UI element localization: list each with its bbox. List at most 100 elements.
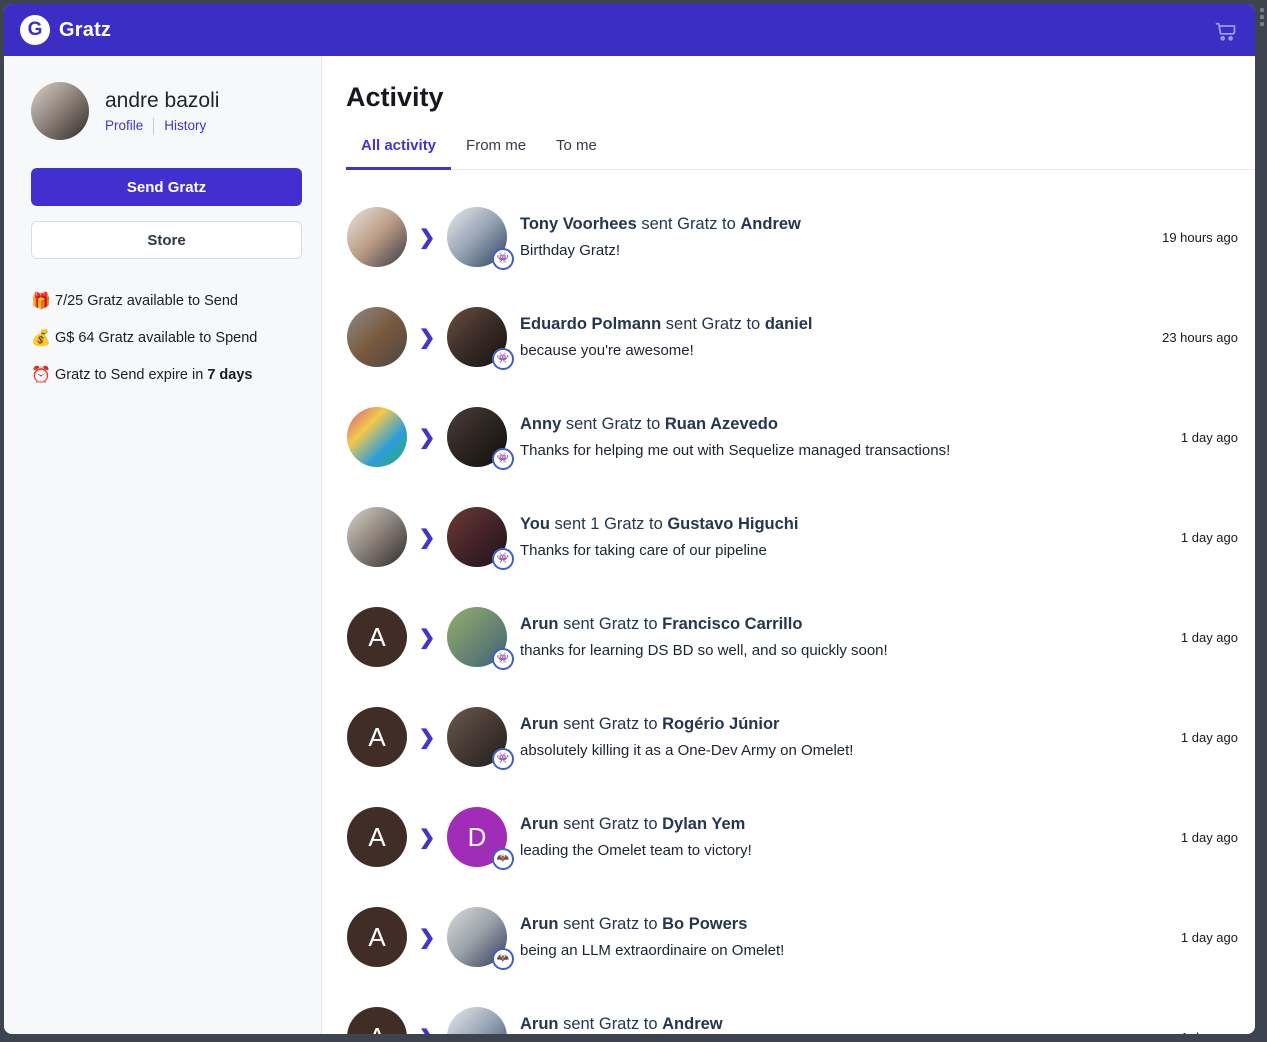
recipient-avatar — [447, 1007, 507, 1034]
sender-name: Arun — [520, 715, 559, 733]
recipient-name: Rogério Júnior — [662, 715, 780, 733]
gratz-badge-icon: 👾 — [492, 348, 514, 370]
recipient-name: Andrew — [740, 215, 801, 233]
store-button[interactable]: Store — [31, 221, 302, 259]
send-gratz-button[interactable]: Send Gratz — [31, 168, 302, 206]
chevron-right-icon: ❯ — [418, 626, 436, 649]
stat-gratz-to-spend: 💰 G$ 64 Gratz available to Spend — [31, 328, 321, 348]
sidebar: andre bazoli Profile History Send Gratz … — [4, 56, 322, 1034]
tab-from-me[interactable]: From me — [466, 137, 527, 154]
chevron-right-icon: ❯ — [418, 726, 436, 749]
activity-row: A ❯ 👾 Arun sent Gratz to Francisco Carri… — [347, 587, 1238, 687]
gratz-badge-icon: 🦇 — [492, 948, 514, 970]
gratz-badge-icon: 👾 — [492, 748, 514, 770]
sender-avatar — [347, 307, 407, 367]
recipient-name: Ruan Azevedo — [664, 415, 778, 433]
sender-name: Tony Voorhees — [520, 215, 637, 233]
recipient-name: Dylan Yem — [662, 815, 746, 833]
activity-message: thanks for learning DS BD so well, and s… — [520, 642, 888, 659]
tab-all-activity[interactable]: All activity — [346, 137, 452, 170]
activity-message: Birthday Gratz! — [520, 242, 621, 259]
sender-avatar — [347, 407, 407, 467]
frame-dots — [1260, 8, 1265, 26]
activity-row: A ❯ 👾 Arun sent Gratz to Rogério Júnior … — [347, 687, 1238, 787]
activity-middle-text: sent Gratz to — [558, 1015, 663, 1033]
activity-row: ❯ 👾 Anny sent Gratz to Ruan Azevedo Than… — [347, 387, 1238, 487]
logo-g-icon: G — [20, 15, 50, 45]
activity-timestamp: 1 day ago — [1180, 829, 1238, 845]
user-avatar[interactable] — [31, 82, 89, 140]
activity-row: ❯ 👾 You sent 1 Gratz to Gustavo Higuchi … — [347, 487, 1238, 587]
gratz-badge-icon: 👾 — [492, 648, 514, 670]
activity-row: ❯ 👾 Tony Voorhees sent Gratz to Andrew B… — [347, 187, 1238, 287]
sender-avatar: A — [347, 1007, 407, 1034]
activity-row: A ❯ 🦇 Arun sent Gratz to Bo Powers being… — [347, 887, 1238, 987]
chevron-right-icon: ❯ — [418, 926, 436, 949]
activity-message: leading the Omelet team to victory! — [520, 842, 752, 859]
activity-timestamp: 1 day ago — [1180, 729, 1238, 745]
sender-name: Arun — [520, 915, 559, 933]
activity-title: Arun sent Gratz to Andrew — [520, 1015, 981, 1034]
app-logo[interactable]: G Gratz — [20, 15, 111, 45]
recipient-name: Francisco Carrillo — [662, 615, 803, 633]
gratz-badge-icon: 🦇 — [492, 848, 514, 870]
activity-message: Thanks for helping me out with Sequelize… — [520, 442, 951, 459]
history-link[interactable]: History — [164, 118, 207, 133]
sender-avatar — [347, 207, 407, 267]
chevron-right-icon: ❯ — [418, 326, 436, 349]
activity-middle-text: sent Gratz to — [561, 415, 665, 433]
activity-title: Arun sent Gratz to Francisco Carrillo — [520, 615, 888, 634]
activity-message: absolutely killing it as a One-Dev Army … — [520, 742, 854, 759]
profile-link[interactable]: Profile — [105, 118, 144, 133]
main-content: Activity All activity From me To me ❯ 👾 … — [322, 56, 1255, 1034]
sender-avatar — [347, 507, 407, 567]
activity-row: ❯ 👾 Eduardo Polmann sent Gratz to daniel… — [347, 287, 1238, 387]
chevron-right-icon: ❯ — [418, 526, 436, 549]
activity-title: You sent 1 Gratz to Gustavo Higuchi — [520, 515, 798, 534]
activity-title: Arun sent Gratz to Bo Powers — [520, 915, 784, 934]
activity-message: because you're awesome! — [520, 342, 694, 359]
activity-title: Anny sent Gratz to Ruan Azevedo — [520, 415, 950, 434]
activity-title: Tony Voorhees sent Gratz to Andrew — [520, 215, 801, 234]
activity-middle-text: sent Gratz to — [558, 815, 663, 833]
activity-message: being an LLM extraordinaire on Omelet! — [520, 942, 785, 959]
activity-timestamp: 1 day ago — [1180, 629, 1238, 645]
activity-row: A ❯ D 🦇 Arun sent Gratz to Dylan Yem lea… — [347, 787, 1238, 887]
chevron-right-icon: ❯ — [418, 226, 436, 249]
activity-middle-text: sent 1 Gratz to — [549, 515, 668, 533]
gratz-stats: 🎁 7/25 Gratz available to Send 💰 G$ 64 G… — [31, 291, 321, 385]
activity-timestamp: 1 day ago — [1161, 1030, 1238, 1035]
activity-title: Arun sent Gratz to Dylan Yem — [520, 815, 752, 834]
activity-message: Thanks for taking care of our pipeline — [520, 542, 767, 559]
sender-avatar: A — [347, 807, 407, 867]
alarm-clock-icon: ⏰ — [31, 367, 51, 384]
activity-timestamp: 1 day ago — [1180, 429, 1238, 445]
sender-avatar: A — [347, 907, 407, 967]
stat-expiry: ⏰ Gratz to Send expire in 7 days — [31, 365, 321, 385]
money-bag-icon: 💰 — [31, 330, 51, 347]
stat-text: 7/25 Gratz available to Send — [55, 293, 238, 309]
activity-timestamp: 1 day ago — [1180, 529, 1238, 545]
stat-text: Gratz to Send expire in — [55, 367, 204, 383]
sender-name: Anny — [520, 415, 562, 433]
shopping-cart-icon[interactable] — [1212, 17, 1239, 44]
activity-timestamp: 1 day ago — [1180, 929, 1238, 945]
app-window: G Gratz andre bazoli Profile History — [4, 4, 1255, 1034]
gratz-badge-icon: 👾 — [492, 248, 514, 270]
sender-name: Eduardo Polmann — [520, 315, 662, 333]
sender-name: Arun — [520, 615, 559, 633]
top-bar: G Gratz — [4, 4, 1255, 56]
recipient-name: daniel — [764, 315, 813, 333]
recipient-name: Andrew — [662, 1015, 723, 1033]
gift-icon: 🎁 — [31, 293, 51, 310]
chevron-right-icon: ❯ — [407, 1025, 447, 1035]
recipient-name: Gustavo Higuchi — [667, 515, 799, 533]
gratz-badge-icon: 👾 — [492, 548, 514, 570]
activity-middle-text: sent Gratz to — [661, 315, 765, 333]
stat-text: G$ 64 Gratz available to Spend — [55, 330, 258, 346]
sender-name: You — [520, 515, 550, 533]
tab-to-me[interactable]: To me — [556, 137, 597, 154]
activity-middle-text: sent Gratz to — [558, 715, 663, 733]
activity-title: Eduardo Polmann sent Gratz to daniel — [520, 315, 813, 334]
stat-gratz-to-send: 🎁 7/25 Gratz available to Send — [31, 291, 321, 311]
